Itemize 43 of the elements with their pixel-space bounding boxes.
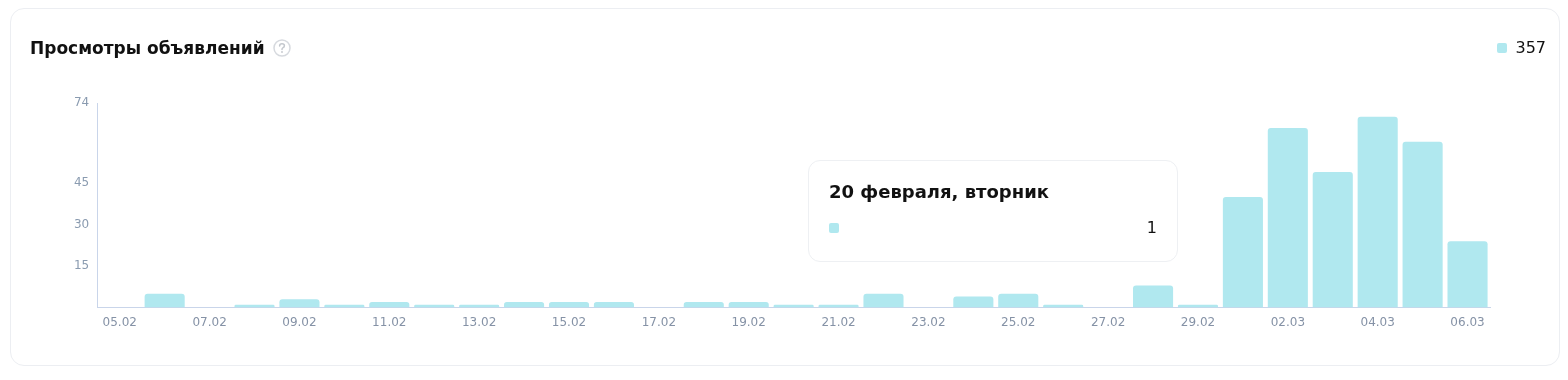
bar [279, 299, 320, 308]
annotation: 20 февраля, вторник [829, 181, 1050, 202]
annotation: 1 [1146, 218, 1157, 237]
text: 357 [1515, 38, 1546, 57]
bar [1133, 285, 1174, 308]
x-tick-label: 05.02 [102, 314, 137, 329]
x-tick-label: 04.03 [1360, 314, 1395, 329]
tooltip-card: 20 февраля, вторник 1 [808, 160, 1178, 262]
bar [1267, 127, 1308, 308]
x-tick-label: 06.03 [1450, 314, 1485, 329]
x-tick-label: 15.02 [551, 314, 587, 329]
x-tick-label: 29.02 [1180, 314, 1216, 329]
bar [504, 302, 545, 308]
bar [144, 293, 185, 308]
x-tick-label: 25.02 [1001, 314, 1036, 329]
bar [369, 302, 410, 308]
x-tick-label: 17.02 [641, 314, 677, 329]
x-tick-label: 02.03 [1270, 314, 1306, 329]
x-tick-label: 09.02 [282, 314, 317, 329]
bar [1402, 141, 1443, 308]
bar [728, 302, 769, 308]
bar [1447, 241, 1488, 308]
x-tick-label: 11.02 [372, 314, 407, 329]
y-tick-label: 15 [73, 258, 90, 273]
bar [593, 302, 634, 308]
x-tick-label: 27.02 [1090, 314, 1126, 329]
x-tick-label: 21.02 [821, 314, 856, 329]
y-tick-label: 45 [73, 175, 90, 190]
bar [998, 293, 1039, 308]
chart-title: Просмотры объявлений [30, 38, 265, 58]
bar [1357, 116, 1398, 308]
x-tick-label: 19.02 [731, 314, 766, 329]
x-tick-label: 13.02 [461, 314, 497, 329]
bar [683, 302, 724, 308]
bar [1222, 197, 1263, 308]
bar [548, 302, 590, 308]
bar [953, 296, 994, 308]
bar [1312, 172, 1353, 308]
x-tick-label: 07.02 [192, 314, 227, 329]
bar [863, 293, 904, 308]
x-tick-label: 23.02 [911, 314, 946, 329]
y-tick-label: 74 [73, 95, 90, 110]
y-tick-label: 30 [73, 216, 90, 231]
